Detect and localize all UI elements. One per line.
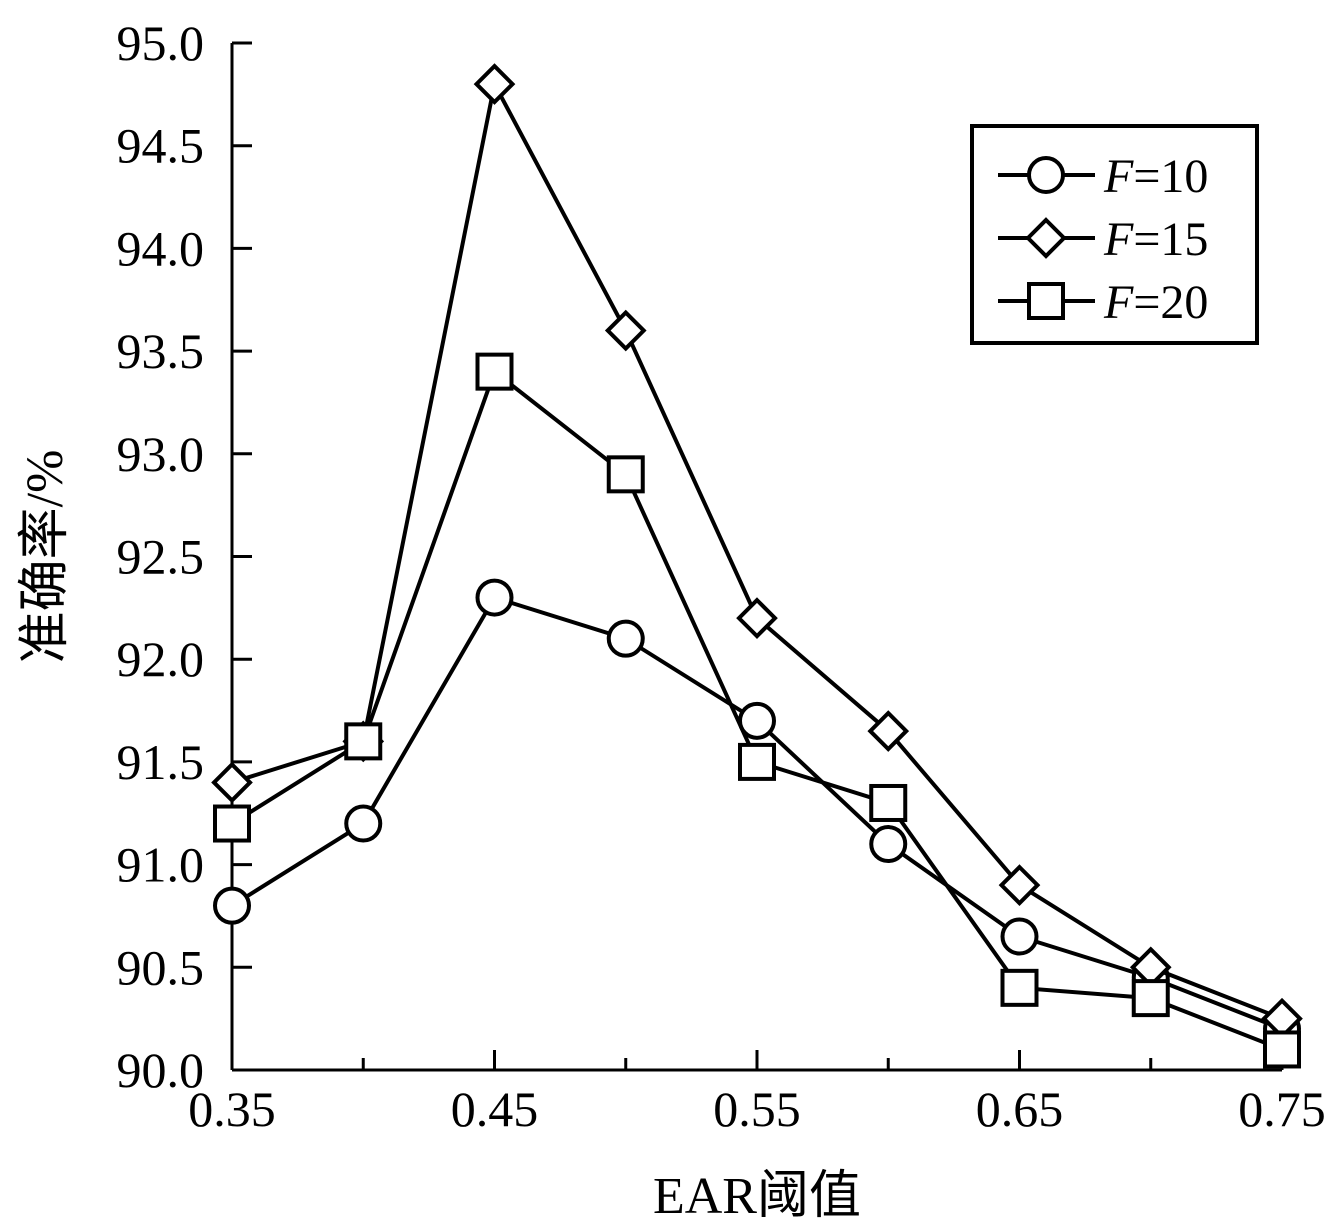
legend-marker-diamond: [1025, 217, 1067, 259]
y-axis-title: 准确率/%: [17, 450, 74, 664]
series-circle: [213, 578, 1301, 1048]
y-tick-label: 90.0: [117, 1042, 205, 1098]
data-point-diamond: [736, 597, 778, 639]
data-point-circle: [344, 804, 383, 843]
legend-box: [970, 124, 1259, 345]
data-point-square: [1263, 1030, 1301, 1069]
data-point-circle: [213, 886, 251, 925]
legend-marker-circle: [1027, 156, 1065, 194]
y-tick-label: 92.0: [117, 631, 205, 687]
legend-label-var: F: [1103, 276, 1134, 329]
data-point-square: [738, 742, 776, 781]
series-square: [213, 352, 1301, 1069]
y-tick-label: 91.5: [117, 734, 205, 790]
y-tick-label: 91.0: [117, 837, 205, 893]
y-tick-label: 90.5: [117, 939, 205, 995]
y-tick-label: 92.5: [117, 529, 205, 585]
legend-item: F=20: [998, 276, 1208, 329]
data-point-diamond: [473, 63, 516, 105]
x-tick-label: 0.65: [976, 1081, 1064, 1137]
legend-label: F=20: [1103, 276, 1208, 329]
data-point-square: [1000, 968, 1039, 1007]
data-point-square: [213, 804, 251, 843]
legend-label-value: =20: [1133, 276, 1208, 329]
x-tick-label: 0.45: [451, 1081, 539, 1137]
legend-label-var: F: [1103, 150, 1134, 203]
legend-item: F=10: [998, 150, 1208, 203]
legend-label-var: F: [1103, 213, 1134, 266]
series-layer: [211, 63, 1303, 1069]
data-point-circle: [1000, 917, 1039, 956]
legend-label: F=15: [1103, 213, 1208, 266]
x-tick-label: 0.35: [188, 1081, 276, 1137]
data-point-square: [1131, 979, 1170, 1018]
data-point-diamond: [211, 761, 253, 804]
data-point-diamond: [867, 710, 910, 752]
legend-label-value: =15: [1133, 213, 1208, 266]
data-point-square: [606, 455, 645, 494]
x-tick-label: 0.75: [1238, 1081, 1325, 1137]
legend-item: F=15: [998, 213, 1208, 266]
data-point-circle: [869, 825, 908, 864]
data-point-square: [344, 722, 383, 761]
data-point-circle: [475, 578, 514, 617]
y-tick-label: 94.5: [117, 118, 205, 174]
y-tick-label: 93.0: [117, 426, 205, 482]
legend-marker-square: [1027, 282, 1065, 320]
y-tick-label: 94.0: [117, 220, 205, 276]
legend-label: F=10: [1103, 150, 1208, 203]
axes: 90.0 90.5 91.0 91.5 92.0 92.5 93.0 93.5 94.0 94.5…: [117, 15, 1325, 1137]
legend: F=10F=15F=20: [970, 124, 1259, 345]
x-tick-label: 0.55: [713, 1081, 801, 1137]
x-axis-title: EAR阈值: [653, 1168, 861, 1225]
legend-label-value: =10: [1133, 150, 1208, 203]
data-point-diamond: [998, 864, 1041, 906]
data-point-square: [869, 783, 908, 822]
y-tick-label: 93.5: [117, 323, 205, 379]
data-point-circle: [606, 619, 645, 658]
y-tick-label: 95.0: [117, 15, 205, 71]
data-point-square: [475, 352, 514, 391]
data-point-diamond: [604, 309, 647, 352]
